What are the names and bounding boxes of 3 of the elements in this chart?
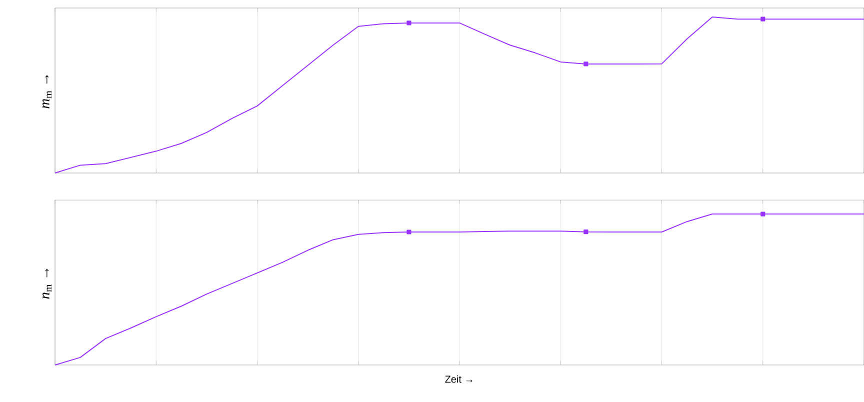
y-axis-title: m$_{m}$ → <box>42 75 52 108</box>
x-axis-title: Zeit → <box>445 375 472 383</box>
y-axis-title: n$_{m}$ → <box>42 268 52 299</box>
